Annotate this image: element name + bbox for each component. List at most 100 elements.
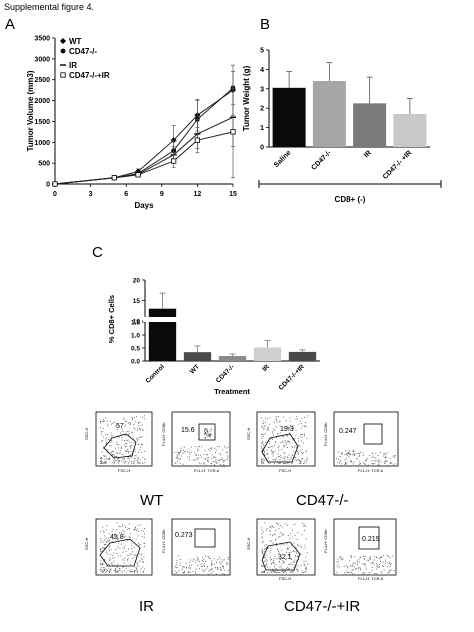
event-dot	[285, 420, 287, 421]
event-dot	[301, 440, 302, 442]
event-dot	[224, 466, 226, 467]
event-dot	[349, 571, 351, 573]
event-dot	[118, 460, 120, 462]
event-dot	[227, 459, 228, 460]
event-dot	[376, 460, 378, 462]
event-dot	[219, 459, 221, 461]
event-dot	[101, 451, 103, 453]
event-dot	[129, 450, 131, 452]
event-dot	[137, 561, 139, 563]
event-dot	[131, 545, 132, 547]
event-dot	[380, 557, 382, 558]
event-dot	[293, 524, 294, 526]
event-dot	[208, 556, 209, 558]
event-dot	[106, 442, 108, 444]
event-dot	[375, 457, 377, 459]
event-dot	[288, 553, 290, 555]
event-dot	[384, 453, 386, 455]
event-dot	[128, 441, 130, 443]
event-dot	[265, 560, 267, 562]
event-dot	[206, 428, 208, 430]
event-dot	[183, 572, 185, 574]
scatter-plot-frame	[333, 518, 397, 576]
legend-marker	[60, 38, 66, 44]
event-dot	[206, 567, 208, 569]
event-dot	[208, 434, 210, 436]
event-dot	[119, 547, 121, 549]
event-dot	[272, 560, 274, 561]
event-dot	[141, 435, 143, 437]
event-dot	[188, 452, 190, 453]
event-dot	[288, 548, 289, 550]
event-dot	[220, 568, 222, 570]
event-dot	[304, 547, 306, 549]
event-dot	[266, 548, 268, 549]
event-dot	[223, 461, 225, 463]
event-dot	[118, 543, 120, 545]
event-dot	[341, 557, 343, 559]
event-dot	[275, 569, 277, 570]
event-dot	[288, 564, 290, 566]
event-dot	[304, 460, 306, 462]
event-dot	[128, 528, 130, 529]
event-dot	[261, 529, 263, 531]
event-dot	[271, 571, 272, 573]
event-dot	[223, 573, 225, 575]
event-dot	[204, 569, 206, 571]
event-dot	[225, 447, 227, 449]
event-dot	[261, 433, 262, 435]
event-dot	[124, 460, 126, 462]
event-dot	[209, 434, 211, 436]
event-dot	[284, 456, 286, 458]
event-dot	[227, 570, 229, 572]
event-dot	[274, 534, 276, 536]
event-dot	[144, 418, 146, 420]
event-dot	[110, 548, 112, 550]
event-dot	[277, 572, 279, 573]
event-dot	[221, 560, 223, 562]
event-dot	[270, 541, 272, 542]
event-dot	[363, 564, 365, 566]
event-dot	[137, 531, 139, 533]
event-dot	[300, 428, 302, 429]
event-dot	[143, 536, 145, 538]
event-dot	[100, 551, 102, 552]
event-dot	[288, 428, 290, 429]
event-dot	[306, 552, 308, 554]
event-dot	[379, 460, 381, 461]
event-dot	[136, 438, 137, 440]
event-dot	[349, 560, 351, 562]
event-dot	[133, 424, 135, 425]
event-dot	[262, 540, 264, 542]
event-dot	[296, 418, 298, 420]
event-dot	[353, 451, 355, 453]
event-dot	[261, 417, 262, 419]
event-dot	[222, 566, 224, 568]
event-dot	[129, 536, 131, 538]
event-dot	[128, 548, 129, 550]
event-dot	[288, 459, 290, 461]
event-dot	[391, 555, 393, 557]
gate-value: 0.273	[175, 532, 193, 539]
event-dot	[282, 442, 284, 443]
event-dot	[205, 434, 207, 436]
event-dot	[121, 437, 123, 438]
event-dot	[284, 440, 286, 441]
y-tick-label: 0	[46, 182, 50, 189]
event-dot	[268, 429, 269, 431]
event-dot	[201, 560, 203, 561]
event-dot	[115, 568, 117, 569]
event-dot	[143, 543, 145, 544]
event-dot	[372, 455, 374, 457]
event-dot	[274, 555, 276, 557]
event-dot	[143, 571, 144, 573]
event-dot	[273, 444, 275, 446]
event-dot	[294, 535, 296, 536]
event-dot	[263, 571, 264, 573]
axis-label: SSC-H	[84, 427, 89, 440]
event-dot	[263, 557, 265, 559]
event-dot	[139, 553, 140, 555]
event-dot	[297, 556, 298, 557]
event-dot	[278, 552, 280, 554]
event-dot	[102, 569, 104, 571]
